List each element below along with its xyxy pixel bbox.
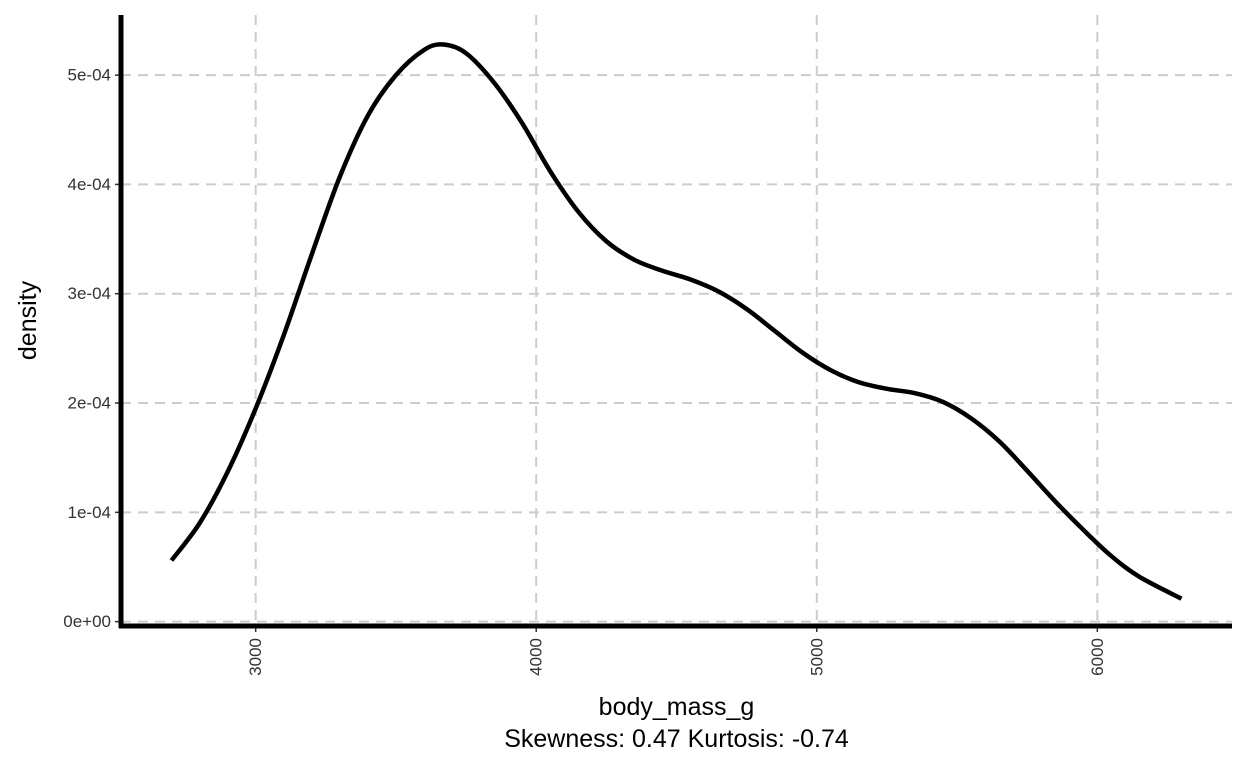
density-curve bbox=[169, 42, 1183, 601]
chart-caption: Skewness: 0.47 Kurtosis: -0.74 bbox=[504, 725, 849, 753]
x-axis-title: body_mass_g bbox=[599, 693, 755, 721]
x-tick-label: 4000 bbox=[527, 638, 546, 676]
x-tick-label: 3000 bbox=[246, 638, 265, 676]
x-tick-label: 5000 bbox=[807, 638, 826, 676]
y-axis-title: density bbox=[14, 280, 42, 360]
y-tick-label: 4e-04 bbox=[68, 175, 111, 194]
x-axis-ticks: 3000 4000 5000 6000 bbox=[246, 626, 1107, 676]
grid bbox=[121, 15, 1232, 626]
y-tick-label: 0e+00 bbox=[63, 612, 111, 631]
y-axis-ticks: 0e+00 1e-04 2e-04 3e-04 4e-04 5e-04 bbox=[63, 66, 121, 631]
y-tick-label: 5e-04 bbox=[68, 66, 111, 85]
y-tick-label: 1e-04 bbox=[68, 503, 111, 522]
y-tick-label: 3e-04 bbox=[68, 284, 111, 303]
y-tick-label: 2e-04 bbox=[68, 394, 111, 413]
x-tick-label: 6000 bbox=[1088, 638, 1107, 676]
